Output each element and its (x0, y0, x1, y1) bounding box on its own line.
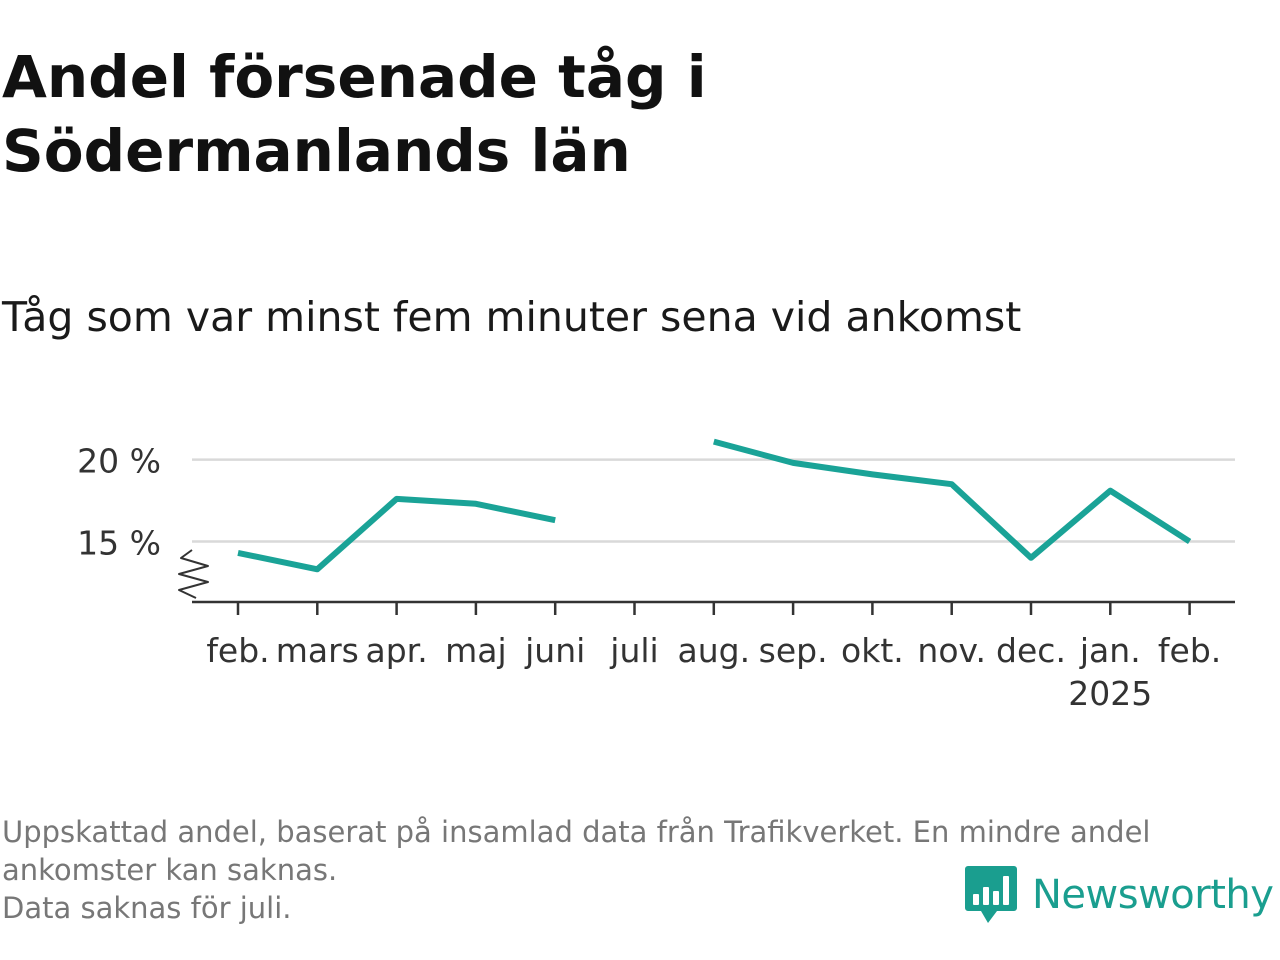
x-axis-labels: feb. mars apr. maj juni juli aug. sep. okt. nov. d… (206, 631, 1221, 713)
brand-name: Newsworthy (1032, 872, 1274, 918)
footnote-missing-data: Data saknas för juli. (2, 891, 292, 925)
chart-title: Andel försenade tåg i Södermanlands län (2, 43, 707, 185)
x-tick-label: aug. (678, 631, 751, 670)
x-tick-label: sep. (759, 631, 828, 670)
x-tick-label: nov. (917, 631, 986, 670)
line-chart: 15 %20 % feb. mars apr. maj juni juli aug. sep.… (77, 438, 1235, 713)
y-tick-label: 20 % (77, 442, 161, 481)
newsworthy-logo-icon (965, 866, 1017, 923)
x-tick-label: maj (445, 631, 507, 670)
y-tick-label: 15 % (77, 523, 161, 562)
x-tick-label: apr. (365, 631, 427, 670)
x-tick-label: feb. (1158, 631, 1221, 670)
x-tick-label: mars (276, 631, 359, 670)
x-axis (192, 600, 1235, 615)
grid-lines (192, 458, 1235, 543)
y-axis-ticks: 15 % 20 % (77, 442, 161, 563)
x-tick-label: feb. (206, 631, 269, 670)
footnote: Uppskattad andel, baserat på insamlad da… (2, 813, 1272, 927)
x-tick-label: juli (609, 631, 658, 670)
chart-subtitle: Tåg som var minst fem minuter sena vid a… (2, 293, 1022, 341)
x-tick-label: jan. (1079, 631, 1141, 670)
x-tick-label: juni (524, 631, 585, 670)
series-line (237, 438, 1192, 573)
x-tick-label: dec. (996, 631, 1066, 670)
x-tick-label: okt. (841, 631, 904, 670)
series-lines (237, 438, 1192, 573)
brand: Newsworthy (964, 862, 1274, 928)
x-year-label: 2025 (1068, 674, 1152, 713)
y-axis-break-icon (178, 549, 209, 599)
footnote-source: Uppskattad andel, baserat på insamlad da… (2, 815, 1151, 887)
